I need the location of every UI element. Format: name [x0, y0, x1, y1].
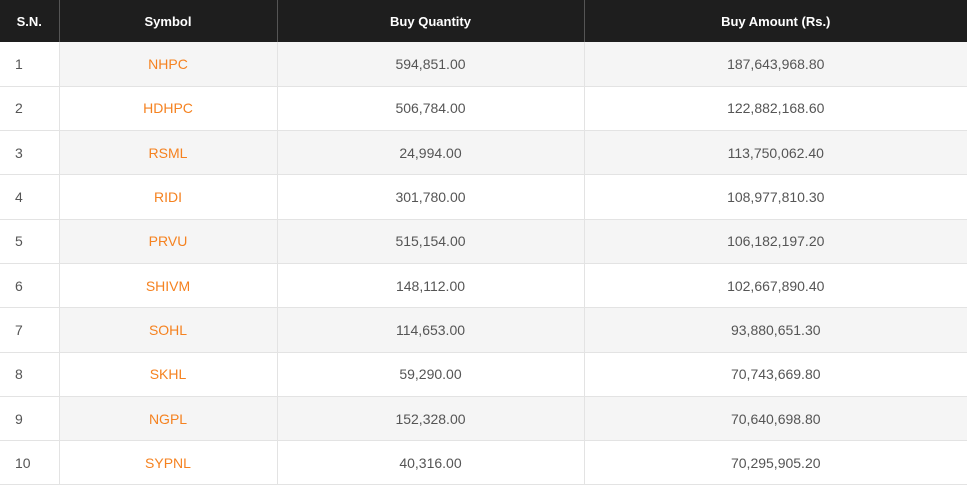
buy-quantity: 114,653.00: [277, 307, 585, 353]
buy-quantity: 506,784.00: [277, 86, 585, 132]
buy-amount: 106,182,197.20: [584, 219, 967, 264]
symbol-link[interactable]: SKHL: [59, 352, 278, 397]
table-row: 9 NGPL 152,328.00 70,640,698.80: [0, 396, 967, 442]
buy-quantity: 594,851.00: [277, 42, 585, 87]
table-row: 3 RSML 24,994.00 113,750,062.40: [0, 130, 967, 176]
symbol-link[interactable]: SYPNL: [59, 440, 278, 485]
symbol-link[interactable]: RIDI: [59, 174, 278, 220]
buy-quantity: 148,112.00: [277, 263, 585, 309]
column-header: Buy Amount (Rs.): [584, 0, 967, 42]
buy-amount: 102,667,890.40: [584, 263, 967, 309]
serial-number: 5: [0, 219, 60, 264]
header-row: S.N. Symbol Buy Quantity Buy Amount (Rs.): [0, 0, 967, 42]
symbol-link[interactable]: HDHPC: [59, 86, 278, 132]
serial-number: 8: [0, 352, 60, 397]
buy-amount: 113,750,062.40: [584, 130, 967, 176]
symbol-link[interactable]: NHPC: [59, 42, 278, 87]
serial-number: 7: [0, 307, 60, 353]
table-body: 1 NHPC 594,851.00 187,643,968.80 2 HDHPC 506,7…: [0, 42, 967, 485]
serial-number: 4: [0, 174, 60, 220]
buy-amount: 108,977,810.30: [584, 174, 967, 220]
symbol-link[interactable]: NGPL: [59, 396, 278, 442]
serial-number: 9: [0, 396, 60, 442]
symbol-link[interactable]: RSML: [59, 130, 278, 176]
symbol-link[interactable]: PRVU: [59, 219, 278, 264]
buy-amount: 93,880,651.30: [584, 307, 967, 353]
column-header: Buy Quantity: [277, 0, 585, 42]
table-row: 1 NHPC 594,851.00 187,643,968.80: [0, 42, 967, 87]
table-row: 5 PRVU 515,154.00 106,182,197.20: [0, 219, 967, 264]
buy-quantity: 40,316.00: [277, 440, 585, 485]
table-header: S.N. Symbol Buy Quantity Buy Amount (Rs.): [0, 0, 967, 42]
buy-quantity: 24,994.00: [277, 130, 585, 176]
table-row: 2 HDHPC 506,784.00 122,882,168.60: [0, 86, 967, 132]
serial-number: 10: [0, 440, 60, 485]
table-row: 8 SKHL 59,290.00 70,743,669.80: [0, 352, 967, 397]
buy-quantity: 152,328.00: [277, 396, 585, 442]
column-header: S.N.: [0, 0, 60, 42]
buy-amount: 187,643,968.80: [584, 42, 967, 87]
buy-amount: 70,640,698.80: [584, 396, 967, 442]
table-row: 7 SOHL 114,653.00 93,880,651.30: [0, 307, 967, 353]
buy-quantity: 515,154.00: [277, 219, 585, 264]
buy-amount: 70,743,669.80: [584, 352, 967, 397]
serial-number: 3: [0, 130, 60, 176]
buy-quantity: 301,780.00: [277, 174, 585, 220]
symbol-link[interactable]: SOHL: [59, 307, 278, 353]
buy-amount: 122,882,168.60: [584, 86, 967, 132]
serial-number: 2: [0, 86, 60, 132]
column-header: Symbol: [59, 0, 278, 42]
serial-number: 1: [0, 42, 60, 87]
buy-quantity: 59,290.00: [277, 352, 585, 397]
table-row: 10 SYPNL 40,316.00 70,295,905.20: [0, 440, 967, 485]
table-row: 4 RIDI 301,780.00 108,977,810.30: [0, 174, 967, 220]
symbol-link[interactable]: SHIVM: [59, 263, 278, 309]
table-row: 6 SHIVM 148,112.00 102,667,890.40: [0, 263, 967, 309]
serial-number: 6: [0, 263, 60, 309]
buy-amount: 70,295,905.20: [584, 440, 967, 485]
